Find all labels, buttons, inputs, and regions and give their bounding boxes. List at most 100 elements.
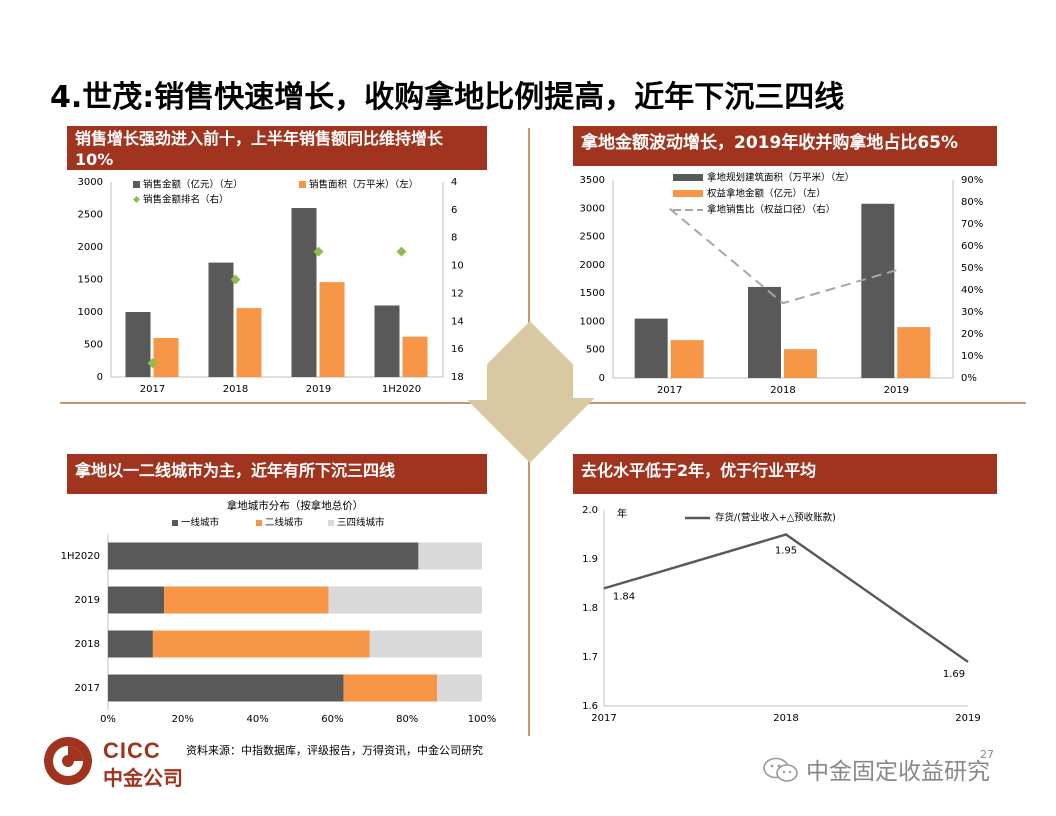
legend-swatch-sales-amount [133,181,140,188]
y-tick-label: 3000 [78,177,103,188]
y-tick-label: 1000 [78,307,103,318]
y2-tick-label: 60% [961,241,983,252]
x-tick-label: 0% [100,714,116,725]
panel1-header: 销售增长强劲进入前十，上半年销售额同比维持增长10% [67,126,487,170]
stacked-bar-segment [437,674,482,702]
y2-tick-label: 20% [961,329,983,340]
source-note: 资料来源：中指数据库，评级报告，万得资讯，中金公司研究 [186,744,483,757]
land-chart: 0 500 1000 1500 2000 2500 3000 3500 0% 10% 20% 30% 4… [573,168,997,398]
x-tick-label: 1H2020 [382,384,421,395]
stacked-bar-segment [369,630,482,658]
y-tick-label: 2.0 [582,505,598,516]
y2-tick-label: 8 [451,233,457,244]
legend-swatch-land-amount [673,190,703,197]
y-tick-label: 1000 [580,316,605,327]
y2-tick-label: 30% [961,307,983,318]
y2-tick-label: 70% [961,219,983,230]
legend-label: 拿地销售比（权益口径）（右） [707,204,835,216]
panel4-header: 去化水平低于2年，优于行业平均 [573,454,997,494]
sales-chart: 0 500 1000 1500 2000 2500 3000 4 6 8 10 12 14 16 18 201… [67,172,487,400]
x-tick-label: 100% [468,714,497,725]
data-label: 1.69 [943,669,965,680]
y2-tick-label: 10 [451,261,464,272]
bar-sales-amount [125,312,151,377]
y-axis-unit: 年 [617,507,627,520]
cicc-logo-icon [44,737,92,785]
stacked-bar-segment [108,586,165,614]
y-tick-label: 3000 [580,203,605,214]
x-tick-label: 2018 [223,384,248,395]
bar-land-area [861,203,895,378]
bar-land-amount [784,349,817,378]
x-tick-label: 2017 [657,385,682,396]
y-tick-label: 2019 [75,595,100,606]
stacked-bar-segment [328,586,482,614]
y-tick-label: 0 [97,372,103,383]
bar-sales-area [153,338,179,377]
x-tick-label: 2018 [770,385,795,396]
bar-sales-area [319,282,345,377]
y-tick-label: 3500 [580,175,605,186]
y2-tick-label: 14 [451,316,464,327]
rank-point [230,274,241,285]
legend-label: 销售面积（万平米）（左） [309,179,418,191]
stacked-bar-segment [418,542,482,570]
rank-point [396,246,407,257]
legend-swatch [172,520,178,526]
x-tick-label: 60% [321,714,343,725]
y-tick-label: 1.6 [582,701,598,712]
legend-label: 权益拿地金额（亿元）（左） [707,188,826,200]
bar-sales-amount [291,208,317,377]
x-tick-label: 2019 [306,384,331,395]
y2-tick-label: 6 [451,205,457,216]
stacked-bar-segment [108,542,419,570]
line-destocking-period [603,533,969,663]
y-tick-label: 2500 [78,210,103,221]
y-tick-label: 2017 [75,683,100,694]
stacked-bar-segment [152,630,370,658]
y-tick-label: 2500 [580,232,605,243]
page-number: 27 [980,748,994,761]
y2-tick-label: 50% [961,263,983,274]
rank-point [147,358,158,369]
data-label: 1.84 [613,591,635,602]
x-tick-label: 20% [172,714,194,725]
bar-land-amount [670,340,704,378]
bar-sales-area [402,336,428,377]
rank-point [313,246,324,257]
stacked-bar-segment [343,674,438,702]
panel4-header-text: 去化水平低于2年，优于行业平均 [581,461,817,480]
stacked-bar-segment [108,674,344,702]
y-tick-label: 1H2020 [61,551,100,562]
legend-label: 二线城市 [265,517,304,529]
stacked-bar-segment [108,630,153,658]
legend-label: 存货/(营业收入+△预收账款) [715,512,836,524]
land-chart-svg: 0 500 1000 1500 2000 2500 3000 3500 0% 10% 20% 30% 4… [580,172,984,397]
logo-chinese-text: 中金公司 [103,766,183,790]
x-tick-label: 2017 [140,384,165,395]
bar-land-amount [897,327,931,378]
slide-title: 4.世茂:销售快速增长，收购拿地比例提高，近年下沉三四线 [50,80,845,115]
destocking-svg: 1.6 1.7 1.8 1.9 2.0 年 2017 2018 2019 1.84 1.95 1.69… [582,505,981,724]
logo-cicc-text: CICC [103,738,161,763]
y2-tick-label: 12 [451,288,464,299]
panel3-header: 拿地以一二线城市为主，近年有所下沉三四线 [67,454,487,494]
sales-chart-svg: 0 500 1000 1500 2000 2500 3000 4 6 8 10 12 14 16 18 201… [78,177,464,395]
panel2-header-text: 拿地金额波动增长，2019年收并购拿地占比65% [581,133,959,153]
legend-swatch [328,520,334,526]
legend-label: 一线城市 [181,517,220,529]
line-land-sales-ratio [669,207,897,305]
data-label: 1.95 [775,546,797,557]
wechat-account-name: 中金固定收益研究 [806,759,990,785]
y-tick-label: 2000 [78,242,103,253]
city-distribution-svg: 拿地城市分布（按拿地总价） 一线城市 二线城市 三四线城市 1H2020 2019 2018… [61,499,497,725]
y2-tick-label: 16 [451,344,464,355]
y-tick-label: 1500 [580,288,605,299]
x-tick-label: 40% [246,714,268,725]
panel1-header-text: 销售增长强劲进入前十，上半年销售额同比维持增长10% [75,129,444,169]
legend-label: 三四线城市 [337,517,385,529]
legend-label: 拿地规划建筑面积（万平米）（左） [707,172,854,184]
chart-title: 拿地城市分布（按拿地总价） [227,499,364,512]
legend-label: 销售金额（亿元）（左） [143,179,243,191]
y2-tick-label: 90% [961,175,983,186]
